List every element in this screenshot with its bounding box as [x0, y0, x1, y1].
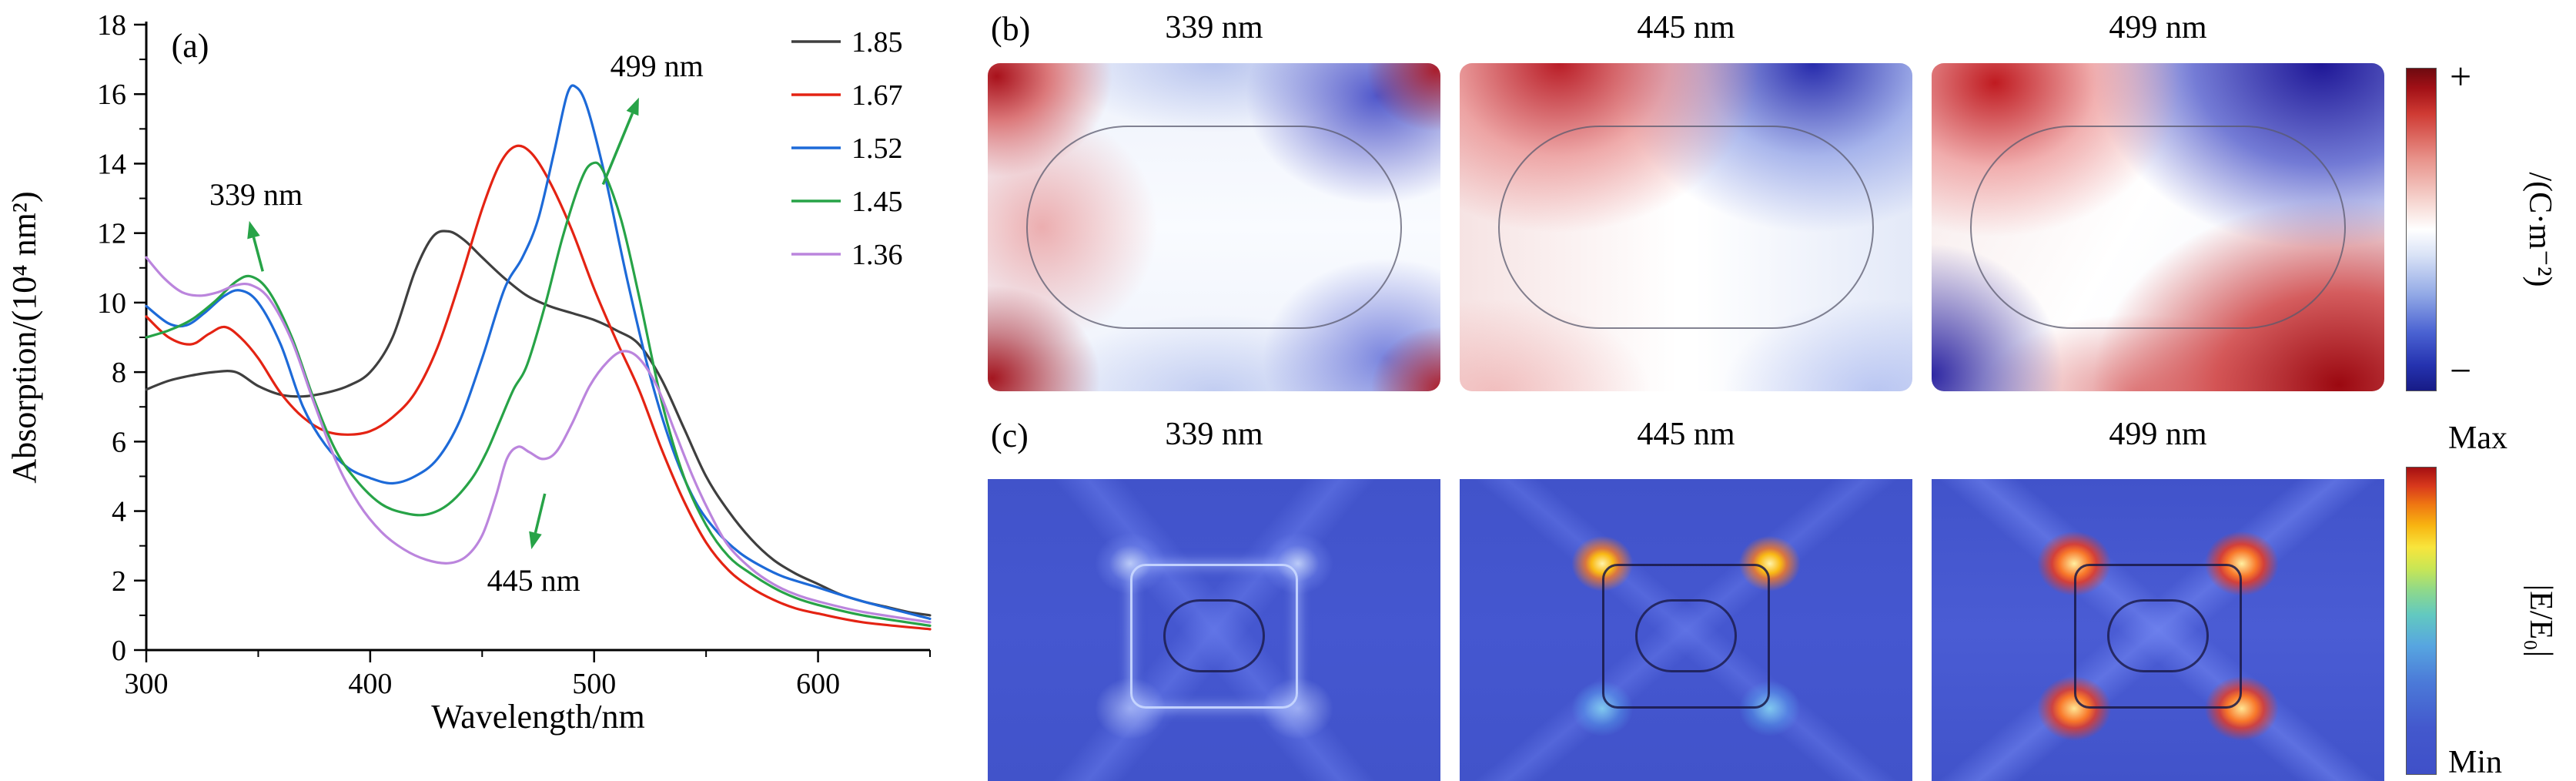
nanoparticle-core-outline [1163, 599, 1265, 673]
y-tick-label: 14 [97, 148, 126, 180]
legend-label-1.67: 1.67 [851, 79, 903, 112]
series-1.36 [145, 256, 932, 624]
series-1.52 [145, 84, 932, 620]
annotation-label: 499 nm [611, 49, 704, 83]
legend-label-1.52: 1.52 [851, 132, 903, 165]
nanoparticle-core-outline [1635, 599, 1737, 673]
field-colorbar [2406, 467, 2437, 775]
panel-a-svg: 300 400 500 600 0 2 4 6 8 10 12 14 16 18 Wavelength/nm… [5, 9, 932, 736]
series-1.67 [145, 144, 932, 631]
field-colorbar-max-label: Max [2448, 421, 2507, 456]
field-map-title-499: 499 nm [2109, 417, 2207, 452]
field-colorbar-min-label: Min [2448, 745, 2503, 780]
charge-map-title-445: 445 nm [1637, 10, 1735, 45]
x-axis-label: Wavelength/nm [431, 698, 645, 736]
y-tick-label: 8 [112, 357, 126, 389]
annotation-arrow [252, 236, 264, 272]
absorption-spectra-chart: 300 400 500 600 0 2 4 6 8 10 12 14 16 18 Wavelength/nm… [0, 0, 939, 781]
annotation-label: 339 nm [209, 177, 303, 212]
field-map-339 [988, 479, 1440, 781]
nanostructure-outline [1602, 563, 1770, 709]
charge-colorbar-unit-label: /(C·m⁻²) [2522, 172, 2558, 287]
charge-colorbar-negative-label: − [2450, 349, 2472, 392]
x-tick-label: 500 [572, 668, 616, 700]
y-tick-label: 12 [97, 218, 126, 250]
charge-map-339 [988, 63, 1440, 391]
series-1.45 [145, 161, 932, 627]
y-axis-label: Absorption/(10⁴ nm²) [5, 191, 43, 483]
y-tick-label: 0 [112, 635, 126, 667]
nanoparticle-core-outline [2107, 599, 2209, 673]
charge-map-499 [1932, 63, 2384, 391]
nanostructure-outline [1130, 563, 1298, 709]
y-tick-label: 4 [112, 496, 126, 528]
legend-label-1.36: 1.36 [851, 239, 903, 271]
y-tick-label: 16 [97, 79, 126, 111]
annotation-arrowhead [529, 531, 542, 550]
charge-colorbar-positive-label: + [2450, 55, 2472, 98]
field-map-445 [1460, 479, 1912, 781]
annotation-arrow [534, 493, 547, 534]
series-1.85 [145, 230, 932, 617]
panel-c-tag: (c) [991, 417, 1029, 454]
nanoparticle-outline [1025, 125, 1402, 330]
field-map-title-445: 445 nm [1637, 417, 1735, 452]
field-map-499 [1932, 479, 2384, 781]
y-tick-label: 18 [97, 9, 126, 42]
annotation-arrowhead [247, 220, 260, 240]
charge-map-title-499: 499 nm [2109, 10, 2207, 45]
y-tick-label: 6 [112, 426, 126, 458]
legend-label-1.85: 1.85 [851, 26, 903, 59]
y-tick-label: 10 [97, 287, 126, 320]
nanoparticle-outline [1497, 125, 1874, 330]
panel-a-tag: (a) [172, 27, 209, 65]
nanoparticle-outline [1969, 125, 2346, 330]
annotation-label: 445 nm [487, 563, 580, 598]
charge-colorbar [2406, 68, 2437, 391]
x-tick-label: 400 [348, 668, 392, 700]
charge-map-445 [1460, 63, 1912, 391]
legend-label-1.45: 1.45 [851, 186, 903, 218]
panel-b-tag: (b) [991, 10, 1031, 48]
nanostructure-outline [2074, 563, 2242, 709]
field-colorbar-unit-label: |E/E₀| [2523, 584, 2558, 658]
field-map-title-339: 339 nm [1165, 417, 1263, 452]
annotation-arrowhead [626, 97, 639, 116]
x-tick-label: 300 [125, 668, 169, 700]
x-tick-label: 600 [796, 668, 840, 700]
annotation-arrow [601, 112, 634, 186]
charge-map-title-339: 339 nm [1165, 10, 1263, 45]
y-tick-label: 2 [112, 565, 126, 598]
